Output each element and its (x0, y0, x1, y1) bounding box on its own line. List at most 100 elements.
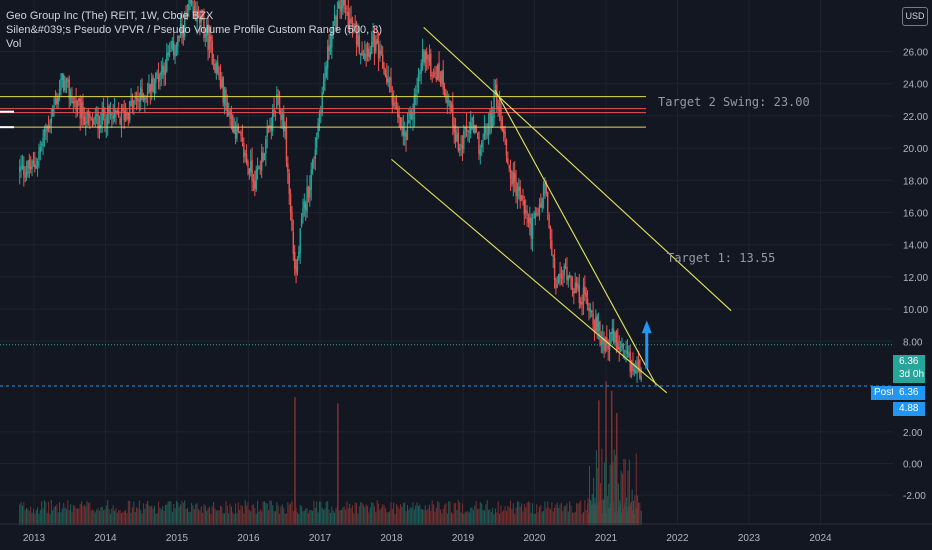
volume-bar (602, 499, 604, 526)
volume-bar (307, 513, 309, 526)
candle-body (310, 169, 312, 190)
candle-body (606, 337, 608, 345)
volume-bar (543, 510, 545, 526)
volume-bar (514, 513, 516, 526)
volume-bar (226, 505, 228, 526)
volume-bar (526, 502, 528, 526)
candle-body (501, 120, 504, 131)
candle-body (204, 34, 207, 38)
volume-title[interactable]: Vol (6, 38, 22, 50)
candle-body (97, 113, 99, 129)
candle-body (71, 96, 73, 104)
candle-body (39, 147, 42, 152)
volume-bar (309, 510, 311, 526)
candle-body (192, 4, 194, 6)
candle-body (581, 302, 583, 306)
volume-bar (233, 513, 235, 526)
volume-bar (554, 507, 556, 526)
volume-bar (283, 508, 285, 526)
candle-body (207, 24, 209, 51)
volume-bar (515, 507, 517, 526)
candle-body (618, 346, 620, 350)
candle-body (481, 142, 483, 148)
volume-bar (327, 501, 329, 526)
candle-body (295, 266, 297, 274)
volume-bar (78, 508, 80, 526)
volume-bar (519, 506, 521, 526)
candle-body (575, 282, 578, 289)
volume-bar (166, 504, 168, 526)
volume-bar (181, 500, 183, 526)
volume-bar (71, 512, 73, 526)
candle-body (492, 116, 494, 128)
volume-bar (34, 513, 36, 526)
candle-body (421, 48, 424, 62)
volume-bar (98, 510, 100, 526)
candle-body (361, 51, 363, 56)
candle-body (373, 36, 376, 54)
volume-spike (615, 412, 618, 526)
volume-bar (184, 500, 186, 526)
candle-body (123, 110, 125, 121)
candle-body (475, 125, 477, 133)
volume-bar (118, 510, 120, 526)
candle-body (621, 344, 623, 348)
volume-spike (610, 390, 613, 526)
volume-bar (576, 503, 578, 526)
currency-button[interactable]: USD (902, 7, 928, 26)
volume-bar (26, 507, 28, 526)
candle-body (476, 132, 479, 134)
volume-bar (45, 501, 47, 526)
candle-body (189, 0, 191, 4)
candle-body (635, 371, 637, 373)
candle-body (142, 94, 145, 103)
candle-body (56, 98, 58, 105)
volume-bar (237, 502, 239, 526)
volume-bar (186, 507, 188, 526)
symbol-title[interactable]: Geo Group Inc (The) REIT, 1W, Cboe BZX (6, 10, 214, 22)
candle-body (85, 122, 87, 124)
candle-body (525, 210, 527, 213)
candle-body (111, 113, 113, 116)
volume-bar (153, 505, 155, 526)
volume-bar (241, 506, 243, 526)
candle-body (450, 103, 453, 111)
volume-bar (453, 503, 455, 526)
volume-bar (236, 513, 238, 526)
candle-body (406, 122, 409, 140)
candle-body (624, 350, 626, 352)
candle-body (379, 49, 381, 58)
volume-bar (174, 508, 176, 526)
volume-bar (61, 508, 63, 526)
volume-bar (347, 507, 349, 526)
volume-bar (472, 510, 474, 526)
candle-body (540, 202, 542, 207)
volume-bar (621, 512, 623, 526)
candle-body (552, 255, 554, 257)
last-price-value: 6.36 (899, 356, 919, 367)
candle-body (230, 115, 233, 119)
candle-body (578, 285, 581, 304)
candle-body (50, 118, 53, 124)
volume-bar (93, 510, 95, 526)
volume-bar (151, 505, 153, 526)
volume-bar (274, 511, 276, 526)
volume-bar (413, 509, 415, 526)
volume-bar (599, 500, 601, 526)
candle-body (468, 131, 471, 133)
time-tick-label: 2017 (309, 533, 332, 544)
volume-bar (339, 509, 341, 526)
volume-bar (72, 505, 74, 526)
candle-body (409, 110, 411, 119)
time-tick-label: 2024 (809, 533, 832, 544)
target1-label: Target 1: 13.55 (667, 251, 776, 265)
volume-bar (21, 505, 23, 526)
candle-body (75, 99, 77, 111)
candle-body (404, 131, 406, 137)
candle-body (244, 152, 246, 156)
indicator-title[interactable]: Silen&#039;s Pseudo VPVR / Pseudo Volume… (6, 24, 383, 36)
volume-bar (628, 459, 630, 526)
candle-body (210, 35, 212, 42)
volume-bar (594, 497, 596, 526)
